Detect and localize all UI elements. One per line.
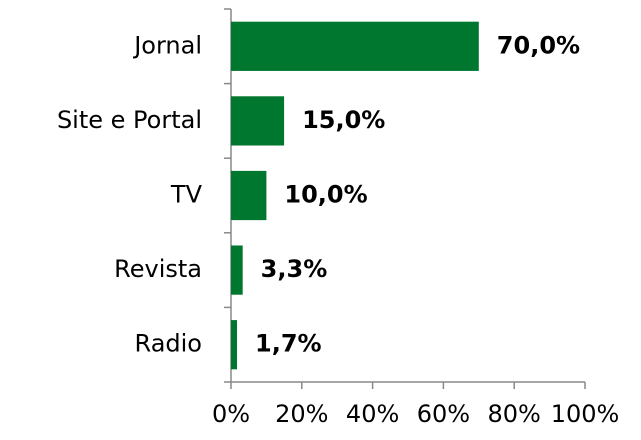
bar: [231, 245, 243, 295]
x-tick-label: 60%: [417, 400, 470, 428]
value-label: 15,0%: [302, 106, 385, 134]
y-tick-label: Radio: [135, 330, 202, 358]
y-tick-label: Site e Portal: [57, 106, 202, 134]
value-label: 70,0%: [497, 31, 580, 59]
bar: [231, 21, 479, 71]
value-label: 10,0%: [284, 181, 367, 209]
bar: [231, 96, 285, 146]
y-tick-label: Revista: [114, 255, 202, 283]
value-label: 3,3%: [261, 255, 328, 283]
bar: [231, 320, 238, 370]
y-tick-label: TV: [170, 181, 203, 209]
x-tick-label: 20%: [275, 400, 328, 428]
x-tick-label: 0%: [212, 400, 250, 428]
x-tick-label: 40%: [346, 400, 399, 428]
y-tick-label: Jornal: [132, 31, 202, 59]
bar: [231, 170, 267, 221]
x-tick-label: 100%: [551, 400, 620, 428]
value-label: 1,7%: [255, 330, 322, 358]
x-tick-label: 80%: [488, 400, 541, 428]
